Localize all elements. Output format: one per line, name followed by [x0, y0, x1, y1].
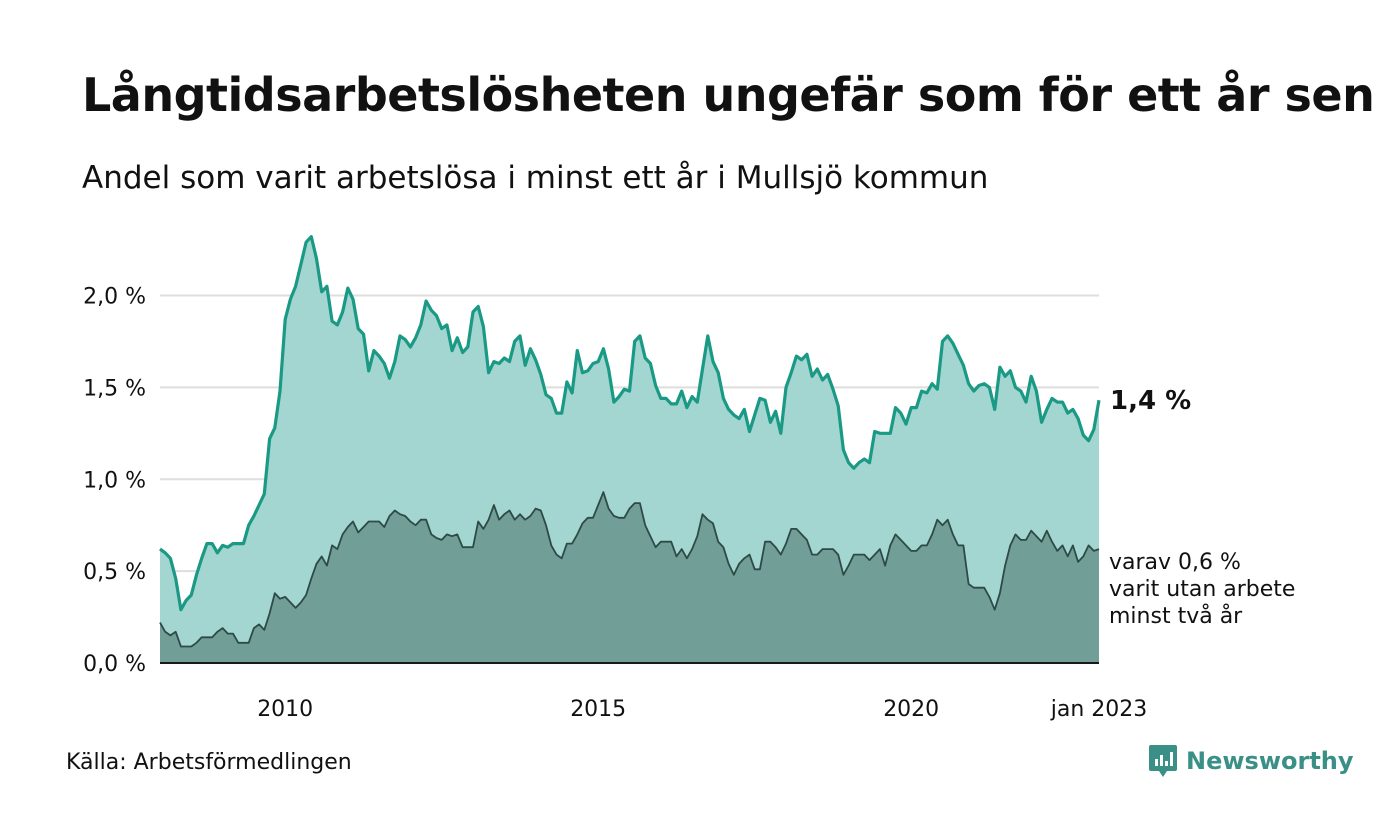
y-tick-label: 1,5 % [83, 376, 146, 401]
y-tick-label: 2,0 % [83, 285, 146, 310]
y-tick-label: 0,0 % [83, 652, 146, 677]
latest-long-label-line: minst två år [1109, 603, 1243, 629]
latest-long-label-line: varit utan arbete [1109, 577, 1295, 602]
x-tick-label: 2015 [570, 697, 626, 722]
x-axis-ticks: 2010 2015 2020 jan 2023 [257, 697, 1147, 722]
newsworthy-logo-icon [1149, 745, 1177, 777]
y-tick-label: 0,5 % [83, 560, 146, 585]
x-tick-label: 2020 [883, 697, 939, 722]
source-note: Källa: Arbetsförmedlingen [66, 750, 352, 775]
series-long-area [160, 492, 1099, 663]
brand-logo[interactable]: Newsworthy [1148, 744, 1354, 778]
latest-long-label-line: varav 0,6 % [1109, 550, 1241, 575]
brand-name: Newsworthy [1186, 747, 1354, 775]
x-tick-label: 2010 [257, 697, 313, 722]
latest-long-label: varav 0,6 % varit utan arbete minst två år [1109, 550, 1295, 629]
x-tick-label: jan 2023 [1050, 697, 1148, 722]
latest-total-label: 1,4 % [1110, 386, 1191, 416]
chart-title: Långtidsarbetslösheten ungefär som för e… [82, 68, 1375, 122]
y-axis-ticks: 0,0 % 0,5 % 1,0 % 1,5 % 2,0 % [83, 285, 146, 678]
series-total-line [159, 235, 1101, 612]
series-long-line [159, 491, 1100, 648]
chart-subtitle: Andel som varit arbetslösa i minst ett å… [82, 160, 989, 196]
y-tick-label: 1,0 % [83, 468, 146, 493]
